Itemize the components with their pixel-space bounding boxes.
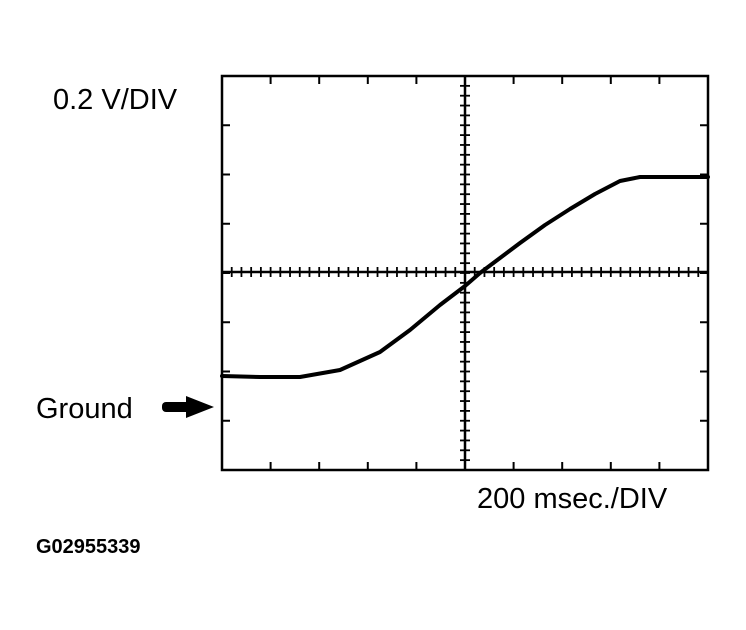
time-per-div-label: 200 msec./DIV	[477, 483, 668, 515]
right-arrow-icon	[162, 396, 214, 418]
waveform-trace	[220, 175, 710, 379]
volts-per-div-label: 0.2 V/DIV	[53, 84, 178, 116]
figure-id-label: G02955339	[36, 536, 141, 558]
ground-label: Ground	[36, 393, 133, 425]
